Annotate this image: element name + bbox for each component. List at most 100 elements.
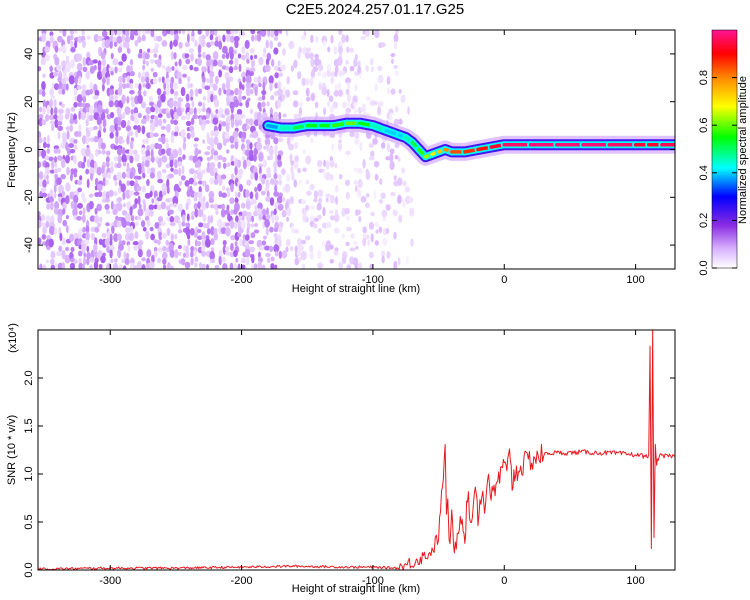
spectrogram-speck [168, 100, 174, 109]
spectrogram-speck [57, 262, 63, 269]
spectrogram-speck [172, 39, 178, 47]
spectrogram-speck [316, 202, 322, 211]
spectrogram-speck [101, 30, 108, 38]
spectrogram-speck [226, 204, 230, 211]
spectrogram-speck [285, 30, 289, 37]
spectrogram-speck [86, 252, 91, 260]
spectrogram-speck [51, 124, 55, 132]
spectrogram-speck [344, 179, 351, 187]
spectrogram-speck [214, 203, 219, 211]
spectrogram-speck [225, 80, 231, 90]
spectrogram-speck [41, 89, 46, 97]
spectrogram-speck [374, 240, 380, 246]
spectrogram-speck [60, 142, 66, 149]
spectrogram-speck [353, 58, 358, 68]
spectrogram-speck [294, 155, 299, 163]
spectrogram-speck [155, 105, 159, 114]
spectrogram-speck [142, 226, 147, 232]
spectrogram-speck [224, 108, 230, 116]
spectrogram-speck [206, 228, 212, 235]
spectrogram-speck [253, 119, 260, 127]
spectrogram-speck [342, 101, 347, 109]
spectrogram-speck [233, 221, 238, 230]
spectrogram-speck [51, 82, 55, 89]
spectrogram-speck [148, 261, 155, 269]
spectrogram-speck [85, 168, 90, 175]
spectrogram-speck [77, 179, 83, 186]
spectrogram-speck [118, 179, 122, 187]
spectrogram-speck [160, 201, 166, 210]
spectrogram-speck [395, 30, 399, 35]
spectrogram-speck [48, 156, 54, 162]
spectrogram-speck [96, 117, 102, 126]
spectrogram-speck [263, 47, 267, 55]
spectrogram-speck [333, 227, 340, 234]
spectrogram-speck [353, 102, 358, 108]
colorbar-tick-label: 0.2 [698, 213, 710, 228]
spectrogram-speck [237, 89, 243, 96]
spectrogram-speck [138, 239, 144, 246]
spectrogram-speck [101, 58, 107, 67]
spectrogram-speck [369, 58, 374, 66]
spectrogram-speck [196, 159, 202, 169]
spectrogram-speck [358, 216, 362, 223]
spectrogram-speck [338, 45, 343, 55]
spectrogram-speck [153, 246, 158, 252]
spectrogram-speck [126, 221, 131, 226]
spectrogram-speck [94, 226, 100, 233]
spectrogram-speck [86, 245, 90, 253]
colorbar-gradient [711, 29, 738, 269]
spectrogram-speck [70, 246, 75, 253]
spectrogram-x-tick-label: 100 [626, 274, 644, 286]
spectrogram-speck [61, 261, 66, 269]
spectrogram-speck [129, 89, 135, 95]
spectrogram-speck [263, 235, 267, 240]
spectrogram-speck [97, 222, 102, 228]
spectrogram-speck [181, 214, 186, 223]
spectrogram-speck [125, 71, 131, 77]
spectrogram-speck [42, 142, 48, 149]
spectrogram-speck [277, 60, 281, 67]
spectrogram-speck [76, 94, 83, 103]
spectrogram-speck [116, 147, 123, 156]
spectrogram-speck [269, 107, 273, 116]
spectrogram-speck [163, 81, 167, 91]
spectrogram-speck [122, 203, 126, 208]
spectrogram-speck [301, 77, 306, 87]
spectrogram-speck [212, 117, 219, 125]
spectrogram-speck [367, 239, 371, 247]
spectrogram-speck [206, 59, 211, 68]
spectrogram-speck [81, 243, 86, 253]
spectrogram-speck [140, 76, 146, 83]
spectrogram-speck [290, 225, 295, 234]
spectrogram-speck [193, 250, 197, 257]
spectrogram-speck [72, 207, 78, 218]
spectrogram-speck [138, 83, 142, 92]
spectrogram-speck [157, 239, 161, 246]
spectrogram-speck [47, 134, 50, 144]
spectrogram-speck [284, 183, 291, 193]
spectrogram-speck [345, 241, 350, 247]
spectrogram-speck [338, 69, 344, 77]
spectrogram-speck [191, 211, 195, 217]
spectrogram-speck [209, 30, 216, 36]
spectrogram-speck [201, 231, 206, 240]
spectrogram-speck [297, 244, 304, 252]
spectrogram-speck [94, 148, 99, 157]
spectrogram-speck [381, 255, 385, 264]
spectrogram-speck [165, 71, 169, 80]
spectrogram-speck [49, 31, 54, 37]
spectrogram-speck [158, 118, 162, 127]
spectrogram-speck [362, 237, 367, 247]
spectrogram-speck [256, 111, 262, 121]
spectrogram-speck [222, 156, 227, 163]
spectrogram-x-tick-label: -100 [362, 274, 384, 286]
spectrogram-speck [183, 244, 187, 252]
spectrogram-speck [250, 232, 256, 239]
spectrogram-speck [313, 198, 318, 203]
spectrogram-speck [53, 106, 58, 116]
spectrogram-speck [140, 118, 147, 125]
spectrogram-speck [177, 229, 183, 234]
spectrogram-speck [39, 263, 43, 269]
spectrogram-speck [326, 88, 330, 98]
